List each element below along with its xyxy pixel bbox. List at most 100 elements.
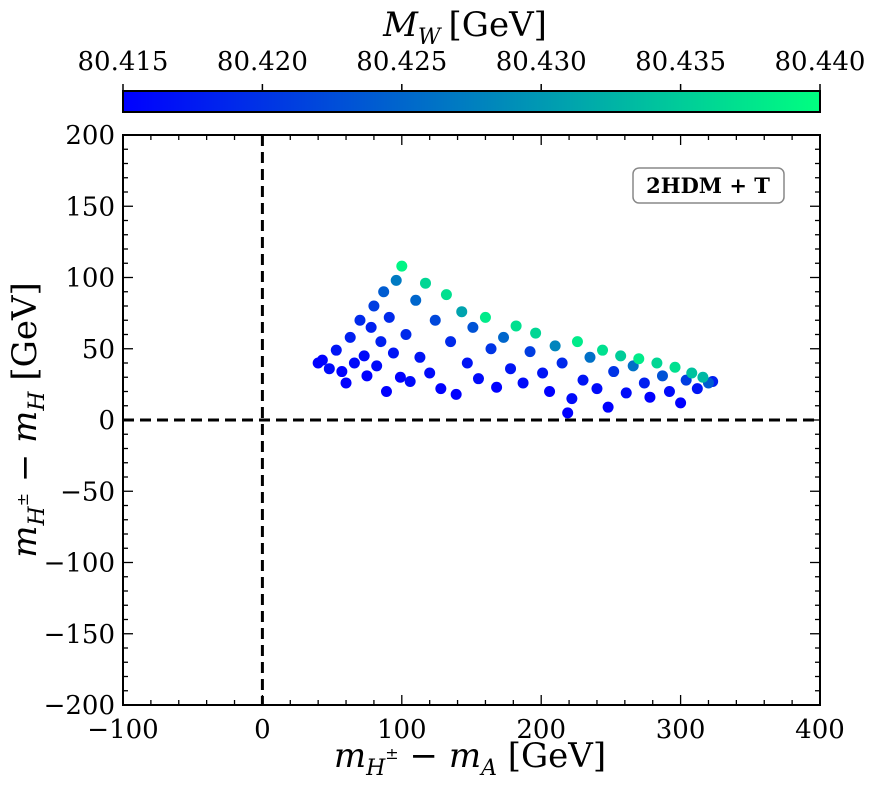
scatter-point (656, 370, 668, 382)
colorbar-ticks (122, 84, 821, 91)
scatter-point (620, 387, 632, 399)
scatter-point (498, 331, 510, 343)
y-tick-label: 50 (82, 335, 115, 365)
scatter-point (435, 383, 447, 395)
y-tick-label: −200 (44, 691, 115, 721)
scatter-point (638, 377, 650, 389)
scatter-point (378, 286, 390, 298)
x-axis-title-minus: − (399, 736, 449, 776)
scatter-point (410, 294, 422, 306)
scatter-point (675, 397, 687, 409)
y-axis-title-m2: m (5, 411, 45, 443)
legend-box (632, 167, 785, 204)
colorbar-tick-label: 80.440 (775, 47, 866, 77)
scatter-point (505, 363, 517, 375)
y-tick-label: −50 (60, 477, 115, 507)
colorbar-tick-label: 80.435 (635, 47, 726, 77)
scatter-point (633, 353, 645, 365)
scatter-point (354, 314, 366, 326)
scatter-point (472, 373, 484, 385)
reference-lines (123, 135, 820, 705)
y-tick-label: 150 (65, 192, 115, 222)
scatter-point (371, 360, 383, 372)
x-axis-title: mH± − mA [GeV] (334, 736, 606, 781)
scatter-point (368, 300, 380, 312)
scatter-points (312, 260, 719, 419)
scatter-point (663, 386, 675, 397)
scatter-point (380, 386, 392, 397)
scatter-point (344, 331, 356, 343)
scatter-point (424, 367, 436, 379)
y-tick-label: 100 (65, 264, 115, 294)
scatter-point (323, 363, 335, 375)
plot-frame (122, 134, 821, 706)
scatter-point (556, 357, 568, 369)
scatter-point (358, 350, 370, 362)
scatter-point (394, 371, 406, 383)
scatter-point (537, 367, 549, 379)
scatter-point (450, 388, 462, 400)
x-axis-title-sub1: H (365, 756, 386, 781)
x-tick-label: 400 (795, 715, 845, 745)
y-axis-title: mH± − mH [GeV] (5, 282, 50, 558)
colorbar-bar (122, 90, 821, 113)
scatter-point (491, 381, 503, 393)
legend: 2HDM + T (632, 167, 785, 204)
y-tick-label: 0 (98, 406, 115, 436)
scatter-point (691, 383, 703, 395)
scatter-point (414, 351, 426, 363)
scatter-point (375, 336, 387, 348)
y-tick-labels: −200 −150 −100 −50 0 50 100 150 200 (44, 121, 115, 721)
scatter-point (597, 344, 609, 356)
x-axis-title-unit: [GeV] (497, 736, 606, 776)
scatter-point (485, 343, 497, 355)
x-axis-title-sup1: ± (385, 744, 398, 763)
x-tick-label: 300 (656, 715, 706, 745)
scatter-point (577, 374, 589, 386)
colorbar-label-symbol: M (382, 5, 419, 45)
scatter-point (440, 289, 452, 301)
scatter-point (686, 367, 698, 379)
scatter-point (330, 344, 342, 356)
scatter-point (445, 336, 457, 348)
scatter-point (429, 314, 441, 326)
x-axis-title-m2: m (449, 736, 481, 776)
scatter-point (396, 260, 408, 272)
colorbar-label: MW [GeV] (382, 5, 547, 50)
scatter-point (461, 357, 473, 369)
colorbar-tick-label: 80.425 (356, 47, 447, 77)
colorbar-tick-label: 80.420 (217, 47, 308, 77)
scatter-point (365, 321, 377, 333)
colorbar-tick-label: 80.430 (496, 47, 587, 77)
scatter-point (517, 377, 529, 389)
scatter-point (669, 361, 681, 373)
y-tick-label: −100 (44, 549, 115, 579)
scatter-point (361, 370, 373, 382)
y-tick-label: −150 (44, 620, 115, 650)
scatter-point (348, 357, 360, 369)
scatter-point (608, 366, 620, 378)
scatter-point (336, 366, 348, 378)
y-axis-title-sub1: H (25, 506, 50, 527)
scatter-point (571, 336, 583, 348)
y-axis-title-unit: [GeV] (5, 282, 45, 391)
scatter-point (390, 274, 402, 286)
scatter-point (651, 357, 663, 369)
scatter-point (530, 327, 542, 339)
colorbar: MW [GeV] 80.415 80.420 80.425 80.430 80.435 80… (78, 5, 866, 113)
scatter-point (316, 354, 328, 366)
scatter-point (566, 393, 578, 405)
scatter-point (467, 321, 479, 333)
scatter-point (387, 347, 399, 359)
x-tick-label: −100 (87, 715, 158, 745)
scatter-point (584, 351, 596, 363)
scatter-point (510, 320, 522, 332)
y-axis-title-minus: − (5, 443, 45, 493)
scatter-point (591, 383, 603, 395)
scatter-point (615, 350, 627, 362)
scatter-point (644, 391, 656, 403)
legend-label: 2HDM + T (646, 173, 770, 198)
scatter-point (549, 340, 561, 352)
x-axis-title-sub2: A (479, 756, 497, 781)
scatter-point (456, 306, 468, 318)
